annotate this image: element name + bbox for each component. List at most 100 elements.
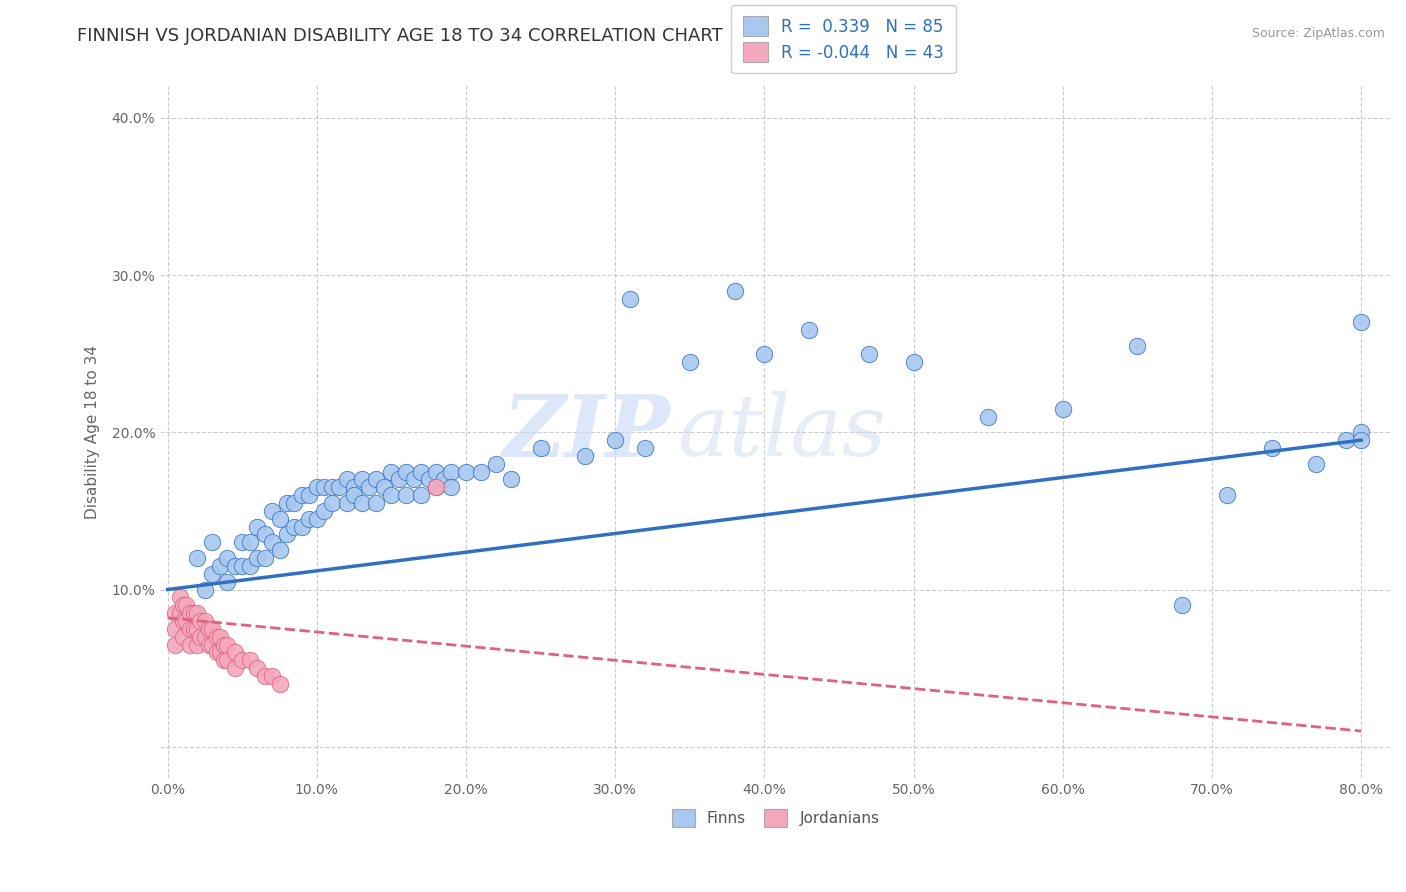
Point [224, 645, 246, 659]
Point [977, 409, 1000, 424]
Point [231, 558, 253, 573]
Point [298, 488, 321, 502]
Point [440, 465, 463, 479]
Point [395, 465, 418, 479]
Text: FINNISH VS JORDANIAN DISABILITY AGE 18 TO 34 CORRELATION CHART: FINNISH VS JORDANIAN DISABILITY AGE 18 T… [77, 27, 723, 45]
Point [174, 599, 197, 613]
Point [269, 512, 291, 526]
Point [224, 661, 246, 675]
Point [239, 535, 262, 549]
Point [194, 614, 217, 628]
Point [1305, 457, 1327, 471]
Point [165, 638, 187, 652]
Point [276, 527, 298, 541]
Point [858, 346, 880, 360]
Point [198, 638, 221, 652]
Point [239, 558, 262, 573]
Point [797, 323, 820, 337]
Point [470, 465, 492, 479]
Point [246, 661, 269, 675]
Point [246, 519, 269, 533]
Point [269, 677, 291, 691]
Point [291, 488, 314, 502]
Point [205, 645, 228, 659]
Point [179, 638, 201, 652]
Point [214, 638, 236, 652]
Text: atlas: atlas [678, 391, 886, 474]
Point [190, 614, 212, 628]
Point [1126, 339, 1149, 353]
Point [433, 473, 456, 487]
Point [224, 558, 246, 573]
Point [194, 582, 217, 597]
Point [1052, 401, 1074, 416]
Point [321, 496, 343, 510]
Point [425, 465, 447, 479]
Point [172, 630, 194, 644]
Point [246, 551, 269, 566]
Point [208, 630, 231, 644]
Point [253, 669, 276, 683]
Point [186, 638, 208, 652]
Point [754, 346, 776, 360]
Point [186, 606, 208, 620]
Y-axis label: Disability Age 18 to 34: Disability Age 18 to 34 [86, 345, 100, 519]
Point [321, 480, 343, 494]
Point [260, 535, 283, 549]
Point [388, 473, 411, 487]
Point [183, 606, 205, 620]
Point [269, 543, 291, 558]
Point [619, 292, 641, 306]
Point [1350, 433, 1372, 447]
Point [1350, 425, 1372, 440]
Point [194, 630, 217, 644]
Point [201, 638, 224, 652]
Point [1260, 441, 1282, 455]
Point [425, 480, 447, 494]
Point [231, 535, 253, 549]
Point [179, 622, 201, 636]
Point [1216, 488, 1239, 502]
Point [169, 606, 191, 620]
Point [373, 480, 395, 494]
Point [380, 488, 402, 502]
Point [283, 496, 305, 510]
Point [239, 653, 262, 667]
Point [529, 441, 551, 455]
Point [198, 622, 221, 636]
Point [328, 480, 350, 494]
Point [605, 433, 627, 447]
Point [217, 653, 239, 667]
Point [174, 614, 197, 628]
Point [1350, 315, 1372, 329]
Point [260, 669, 283, 683]
Point [336, 473, 359, 487]
Point [411, 465, 433, 479]
Point [186, 622, 208, 636]
Point [190, 630, 212, 644]
Point [366, 496, 388, 510]
Point [205, 630, 228, 644]
Point [298, 512, 321, 526]
Point [179, 606, 201, 620]
Legend: Finns, Jordanians: Finns, Jordanians [665, 803, 886, 833]
Point [723, 284, 745, 298]
Point [411, 488, 433, 502]
Point [201, 535, 224, 549]
Point [305, 480, 328, 494]
Point [169, 591, 191, 605]
Point [402, 473, 425, 487]
Point [165, 606, 187, 620]
Point [679, 354, 702, 368]
Point [260, 504, 283, 518]
Point [380, 465, 402, 479]
Point [336, 496, 359, 510]
Point [343, 480, 366, 494]
Point [903, 354, 925, 368]
Text: Source: ZipAtlas.com: Source: ZipAtlas.com [1251, 27, 1385, 40]
Point [485, 457, 508, 471]
Point [357, 480, 380, 494]
Point [208, 645, 231, 659]
Point [366, 473, 388, 487]
Point [1171, 599, 1194, 613]
